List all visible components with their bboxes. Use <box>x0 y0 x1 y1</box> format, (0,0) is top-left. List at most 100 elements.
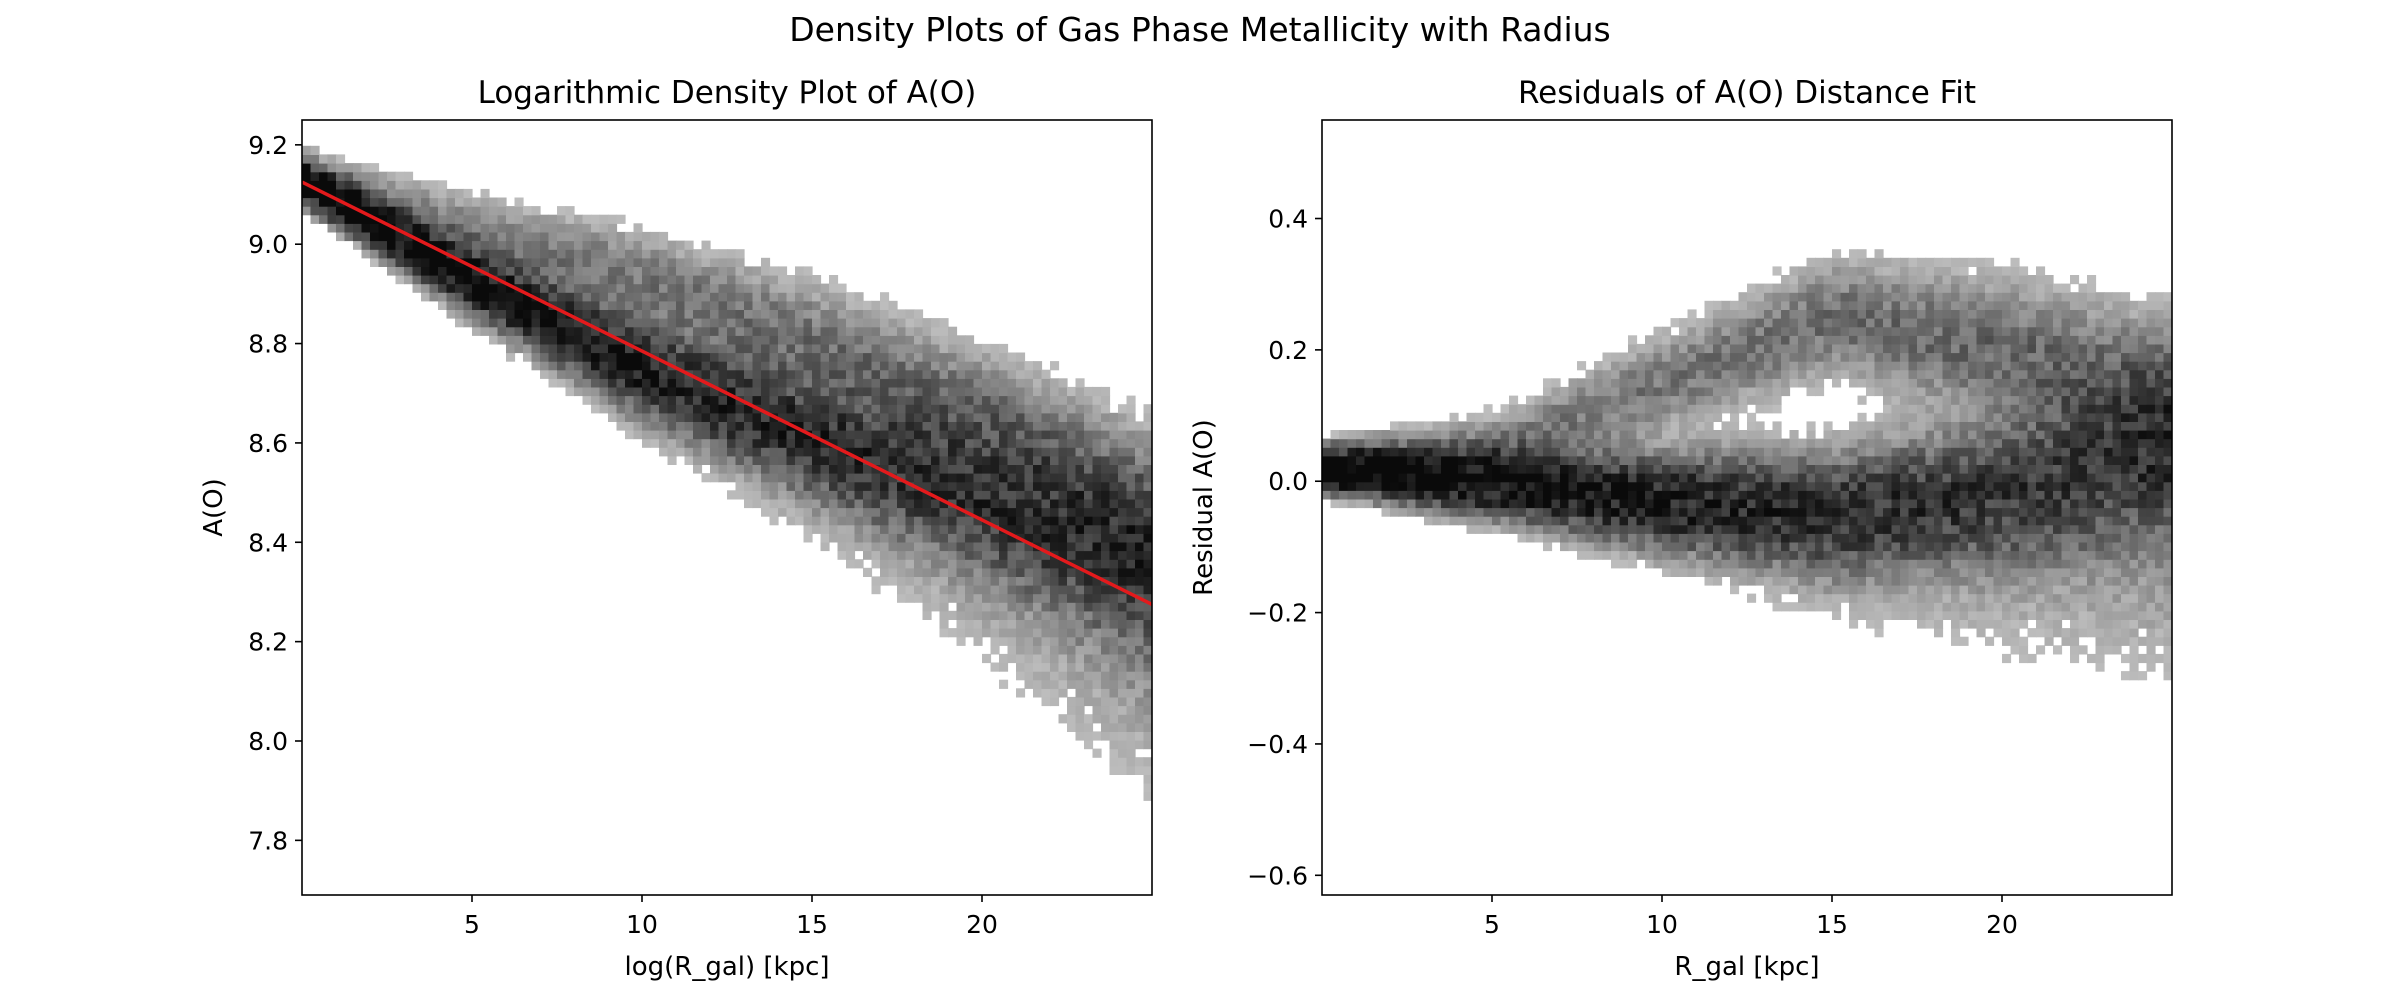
density-cell <box>1024 602 1034 612</box>
density-cell <box>837 326 847 336</box>
density-cell <box>1007 498 1017 509</box>
density-cell <box>956 628 966 638</box>
density-cell <box>1908 533 1918 543</box>
density-cell <box>973 585 983 595</box>
density-cell <box>1016 645 1026 655</box>
density-cell <box>1449 412 1459 422</box>
density-cell <box>897 481 907 491</box>
density-cell <box>1968 275 1978 285</box>
density-cell <box>1033 473 1043 483</box>
density-cell <box>684 257 694 267</box>
density-cell <box>1849 421 1859 431</box>
density-cell <box>888 318 898 328</box>
density-cell <box>565 326 575 336</box>
density-cell <box>1891 490 1901 500</box>
density-cell <box>1679 455 1689 465</box>
density-cell <box>1024 490 1034 500</box>
density-cell <box>1976 352 1986 362</box>
density-cell <box>982 559 992 569</box>
density-cell <box>1823 602 1833 612</box>
density-cell <box>1798 533 1808 543</box>
density-cell <box>676 309 686 319</box>
density-cell <box>676 438 686 448</box>
density-cell <box>1959 292 1969 302</box>
density-cell <box>1866 516 1876 526</box>
density-cell <box>1619 404 1629 414</box>
density-cell <box>1024 412 1034 422</box>
density-cell <box>1118 576 1128 586</box>
density-cell <box>1551 524 1561 534</box>
density-cell <box>1101 550 1111 560</box>
density-cell <box>1126 481 1136 491</box>
density-cell <box>506 335 516 345</box>
density-cell <box>1934 412 1944 422</box>
density-cell <box>1908 602 1918 612</box>
density-cell <box>1024 576 1034 586</box>
density-cell <box>820 361 830 371</box>
density-cell <box>1050 679 1060 689</box>
density-cell <box>574 283 584 293</box>
density-cell <box>693 361 703 371</box>
density-cell <box>642 335 652 345</box>
density-cell <box>1849 283 1859 293</box>
density-cell <box>1092 404 1102 414</box>
density-cell <box>497 300 507 310</box>
density-cell <box>1942 395 1952 405</box>
density-cell <box>1568 447 1578 457</box>
density-cell <box>2027 430 2037 440</box>
density-cell <box>1016 524 1026 534</box>
density-cell <box>1067 602 1077 612</box>
density-cell <box>905 326 915 336</box>
density-cell <box>1772 266 1782 276</box>
density-cell <box>1738 309 1748 319</box>
density-cell <box>1900 447 1910 457</box>
density-cell <box>990 481 1000 491</box>
density-cell <box>1024 533 1034 543</box>
density-cell <box>599 257 609 267</box>
density-cell <box>540 309 550 319</box>
density-cell <box>480 326 490 336</box>
density-cell <box>1577 533 1587 543</box>
density-cell <box>922 602 932 612</box>
density-cell <box>1772 369 1782 379</box>
density-cell <box>1942 404 1952 414</box>
density-cell <box>1900 438 1910 448</box>
density-cell <box>982 567 992 577</box>
density-cell <box>1985 343 1995 354</box>
density-cell <box>1050 567 1060 577</box>
density-cell <box>897 378 907 388</box>
density-cell <box>455 275 465 285</box>
density-cell <box>1993 498 2003 509</box>
density-cell <box>837 516 847 526</box>
density-cell <box>523 231 533 242</box>
density-cell <box>1662 395 1672 405</box>
density-cell <box>1670 567 1680 577</box>
density-cell <box>999 567 1009 577</box>
density-cell <box>948 464 958 474</box>
density-cell <box>1109 473 1119 483</box>
density-cell <box>710 421 720 431</box>
density-cell <box>1662 490 1672 500</box>
density-cell <box>2027 533 2037 543</box>
density-cell <box>1866 602 1876 612</box>
density-cell <box>1041 412 1051 422</box>
density-cell <box>1857 266 1867 276</box>
density-cell <box>1849 593 1859 603</box>
density-cell <box>2002 309 2012 319</box>
density-cell <box>1772 335 1782 345</box>
density-cell <box>1747 395 1757 405</box>
density-cell <box>1628 473 1638 483</box>
density-cell <box>429 275 439 285</box>
density-cell <box>1696 498 1706 509</box>
density-cell <box>1534 481 1544 491</box>
density-cell <box>1730 481 1740 491</box>
density-cell <box>1568 430 1578 440</box>
density-cell <box>489 206 499 216</box>
density-cell <box>1866 369 1876 379</box>
density-cell <box>1466 481 1476 491</box>
density-cell <box>956 447 966 457</box>
density-cell <box>1568 412 1578 422</box>
density-cell <box>1449 430 1459 440</box>
density-cell <box>1135 722 1145 732</box>
density-cell <box>1738 438 1748 448</box>
